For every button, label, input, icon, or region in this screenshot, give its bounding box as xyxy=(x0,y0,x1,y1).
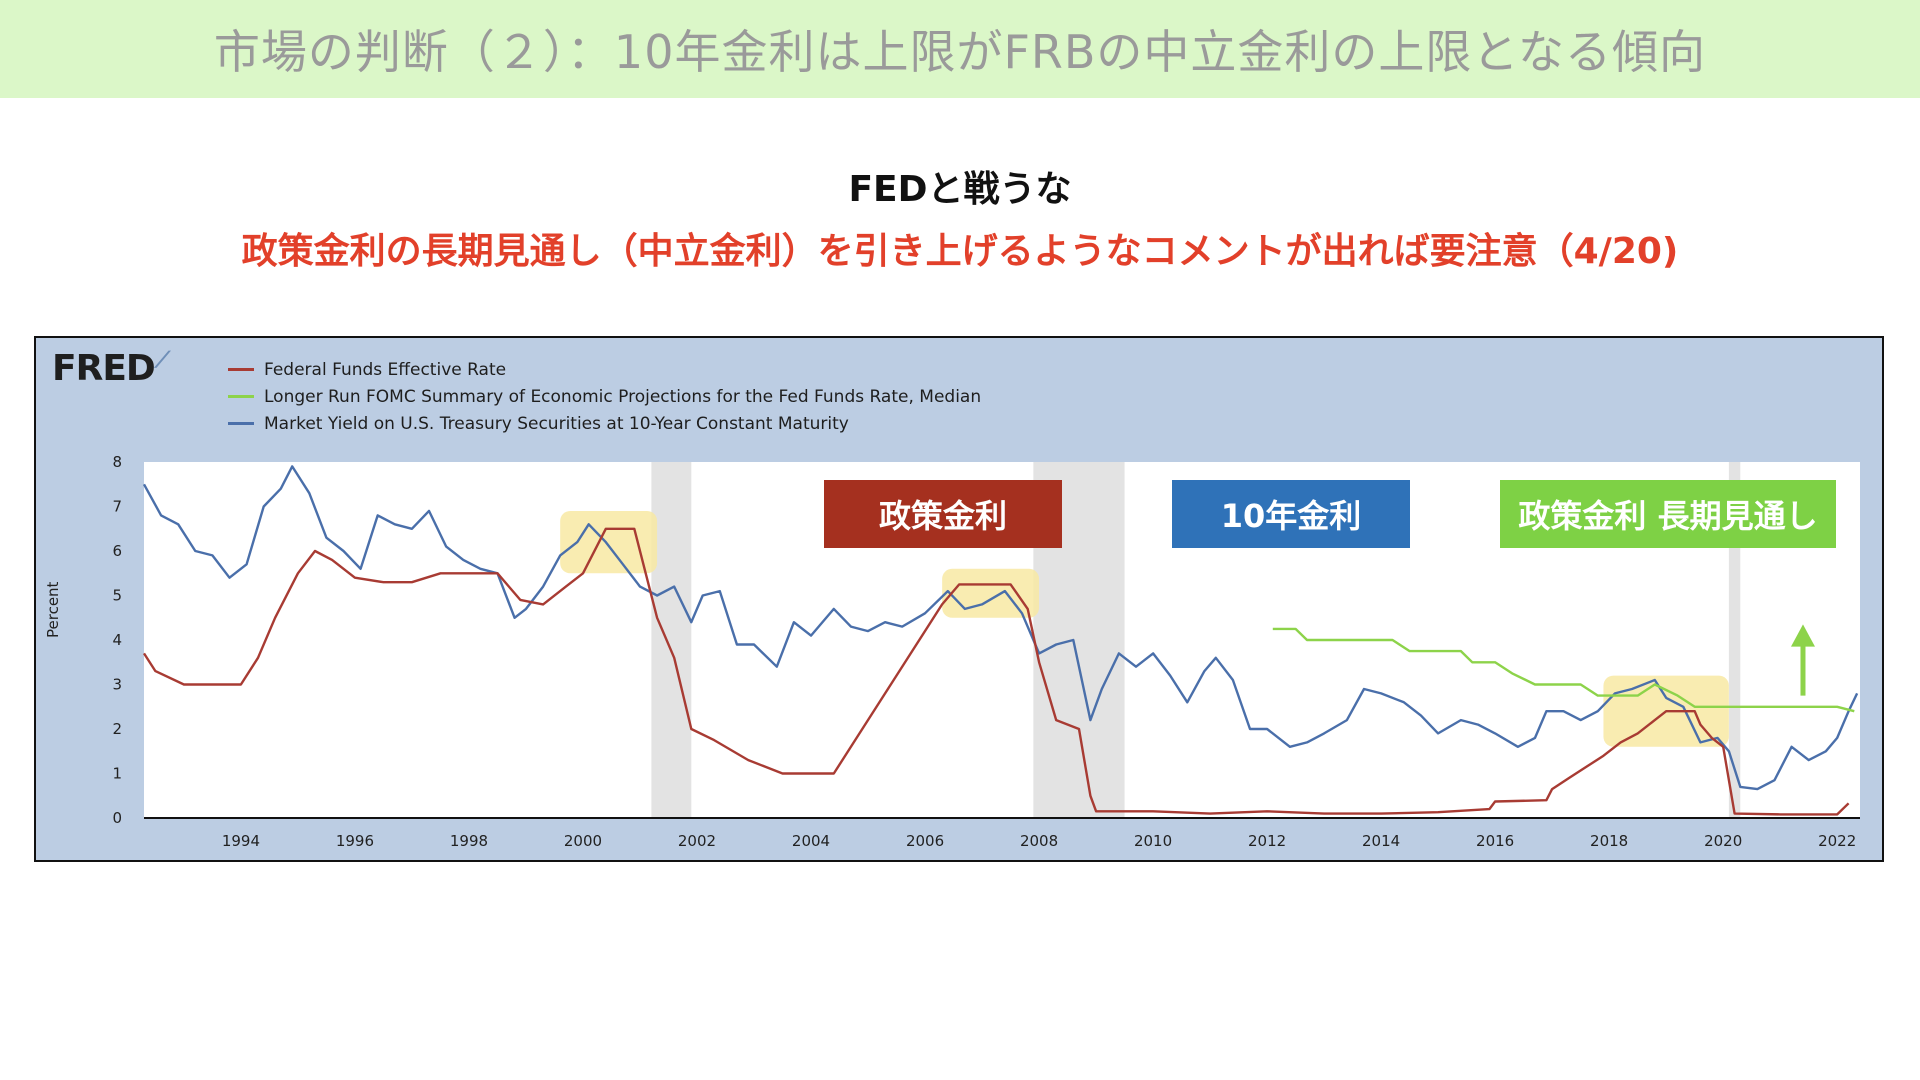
y-tick-label: 3 xyxy=(112,676,122,694)
trend-icon: ⟋ xyxy=(154,348,170,373)
up-arrow-head-icon xyxy=(1790,624,1815,647)
x-tick-label: 1998 xyxy=(450,832,488,850)
legend-item-ten-year: Market Yield on U.S. Treasury Securities… xyxy=(228,410,981,437)
legend-item-longer-run: Longer Run FOMC Summary of Economic Proj… xyxy=(228,383,981,410)
legend-label-ten-year: Market Yield on U.S. Treasury Securities… xyxy=(264,413,849,434)
y-tick-label: 8 xyxy=(112,453,122,471)
badge-longer-run: 政策金利 長期見通し xyxy=(1500,480,1836,548)
subtitle-primary: FEDと戦うな xyxy=(848,169,1072,210)
legend-swatch-longer-run xyxy=(228,395,254,398)
x-tick-label: 2020 xyxy=(1704,832,1742,850)
y-tick-label: 4 xyxy=(112,631,122,649)
fred-logo-text: FRED xyxy=(52,348,156,389)
chart-legend: Federal Funds Effective Rate Longer Run … xyxy=(228,356,981,437)
badge-longer-run-label: 政策金利 長期見通し xyxy=(1518,497,1818,535)
recession-band xyxy=(1728,462,1741,818)
x-tick-label: 1994 xyxy=(222,832,260,850)
legend-swatch-ten-year xyxy=(228,422,254,425)
title-bar: 市場の判断（２）：10年金利は上限がFRBの中立金利の上限となる傾向 xyxy=(0,0,1920,98)
x-tick-label: 2008 xyxy=(1020,832,1058,850)
badge-policy-rate-label: 政策金利 xyxy=(878,497,1007,535)
badge-ten-year: 10年金利 xyxy=(1172,480,1410,548)
slide-title: 市場の判断（２）：10年金利は上限がFRBの中立金利の上限となる傾向 xyxy=(213,25,1707,79)
legend-swatch-fed-funds xyxy=(228,368,254,371)
badge-policy-rate: 政策金利 xyxy=(824,480,1062,548)
chart-frame: 0 1 2 3 4 5 6 7 8 1994 1996 1998 2000 2002 2004 2006 200… xyxy=(34,336,1884,862)
series-line xyxy=(1272,627,1855,713)
x-tick-label: 2010 xyxy=(1134,832,1172,850)
subtitle-warning: 政策金利の長期見通し（中立金利）を引き上げるようなコメントが出れば要注意（4/2… xyxy=(241,231,1679,272)
x-tick-label: 2018 xyxy=(1590,832,1628,850)
series-line xyxy=(142,465,1859,791)
series-line xyxy=(142,527,1850,816)
x-tick-label: 2022 xyxy=(1818,832,1856,850)
x-tick-label: 2012 xyxy=(1248,832,1286,850)
y-tick-label: 0 xyxy=(112,809,122,827)
y-tick-label: 2 xyxy=(112,720,122,738)
y-tick-label: 6 xyxy=(112,542,122,560)
y-axis-label: Percent xyxy=(44,581,62,638)
badge-ten-year-label: 10年金利 xyxy=(1220,497,1362,535)
x-tick-label: 2014 xyxy=(1362,832,1400,850)
recession-band xyxy=(651,462,692,818)
fred-logo: FRED⟋ xyxy=(52,348,170,389)
highlight-box xyxy=(560,510,658,574)
y-tick-label: 7 xyxy=(112,498,122,516)
legend-label-longer-run: Longer Run FOMC Summary of Economic Proj… xyxy=(264,386,982,407)
x-tick-label: 2002 xyxy=(678,832,716,850)
y-tick-label: 5 xyxy=(112,587,122,605)
x-tick-label: 2000 xyxy=(564,832,602,850)
legend-item-fed-funds: Federal Funds Effective Rate xyxy=(228,356,981,383)
highlight-box xyxy=(942,568,1040,618)
x-tick-label: 2004 xyxy=(792,832,830,850)
x-tick-label: 1996 xyxy=(336,832,374,850)
x-tick-label: 2016 xyxy=(1476,832,1514,850)
legend-label-fed-funds: Federal Funds Effective Rate xyxy=(264,359,507,380)
y-tick-label: 1 xyxy=(112,765,122,783)
x-tick-label: 2006 xyxy=(906,832,944,850)
